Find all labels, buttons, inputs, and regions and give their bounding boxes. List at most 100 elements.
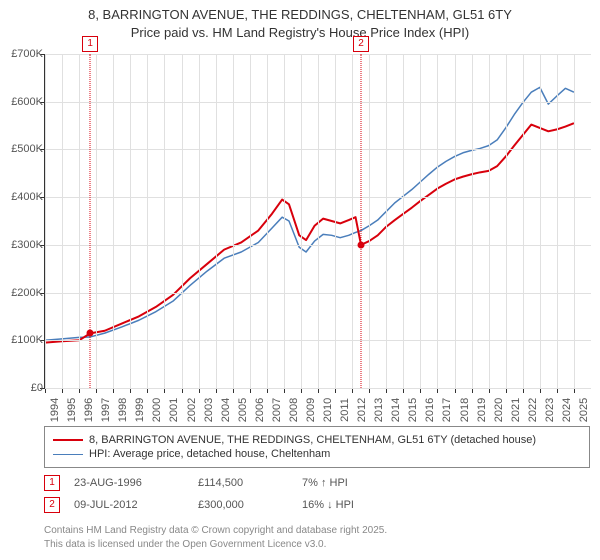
x-axis-label: 2007 <box>271 398 283 422</box>
sale-marker-line <box>360 54 361 388</box>
chart-title: 8, BARRINGTON AVENUE, THE REDDINGS, CHEL… <box>0 0 600 41</box>
sale-dot <box>87 330 94 337</box>
sale-price: £114,500 <box>198 477 288 489</box>
x-axis-label: 2023 <box>544 398 556 422</box>
grid-vertical <box>130 54 131 388</box>
grid-vertical <box>403 54 404 388</box>
grid-vertical <box>437 54 438 388</box>
x-axis-label: 1999 <box>134 398 146 422</box>
x-axis-label: 2008 <box>288 398 300 422</box>
legend-swatch <box>53 439 83 441</box>
grid-vertical <box>147 54 148 388</box>
grid-vertical <box>164 54 165 388</box>
y-axis-label: £700K <box>0 48 43 60</box>
sale-badge: 2 <box>44 497 60 513</box>
grid-horizontal <box>45 102 591 103</box>
legend-label: HPI: Average price, detached house, Chel… <box>89 448 330 460</box>
sale-date: 09-JUL-2012 <box>74 499 184 511</box>
grid-vertical <box>523 54 524 388</box>
sale-marker-line <box>90 54 91 388</box>
grid-vertical <box>386 54 387 388</box>
grid-vertical <box>45 54 46 388</box>
series-price_paid <box>45 123 574 342</box>
grid-vertical <box>420 54 421 388</box>
legend-swatch <box>53 454 83 455</box>
grid-vertical <box>318 54 319 388</box>
legend-label: 8, BARRINGTON AVENUE, THE REDDINGS, CHEL… <box>89 434 536 446</box>
sales-row: 1 23-AUG-1996 £114,500 7% ↑ HPI <box>44 472 590 494</box>
attribution: Contains HM Land Registry data © Crown c… <box>44 524 590 551</box>
grid-vertical <box>352 54 353 388</box>
x-axis-label: 2022 <box>527 398 539 422</box>
x-axis-label: 2010 <box>322 398 334 422</box>
grid-vertical <box>472 54 473 388</box>
y-axis-label: £0 <box>0 382 43 394</box>
x-axis-label: 2009 <box>305 398 317 422</box>
title-line-1: 8, BARRINGTON AVENUE, THE REDDINGS, CHEL… <box>6 6 594 24</box>
x-axis-label: 2025 <box>578 398 590 422</box>
grid-vertical <box>267 54 268 388</box>
y-axis-label: £400K <box>0 191 43 203</box>
x-axis-label: 2024 <box>561 398 573 422</box>
grid-vertical <box>96 54 97 388</box>
sales-table: 1 23-AUG-1996 £114,500 7% ↑ HPI 2 09-JUL-2012… <box>44 472 590 516</box>
grid-vertical <box>540 54 541 388</box>
x-axis-label: 1997 <box>100 398 112 422</box>
sale-date: 23-AUG-1996 <box>74 477 184 489</box>
x-axis-label: 2005 <box>237 398 249 422</box>
x-axis-label: 2012 <box>356 398 368 422</box>
grid-vertical <box>233 54 234 388</box>
grid-vertical <box>557 54 558 388</box>
sale-dot <box>357 241 364 248</box>
sale-delta: 16% ↓ HPI <box>302 499 422 511</box>
y-axis-label: £500K <box>0 143 43 155</box>
x-axis-label: 2002 <box>186 398 198 422</box>
y-axis-label: £100K <box>0 334 43 346</box>
legend-item: HPI: Average price, detached house, Chel… <box>53 447 581 461</box>
x-axis-label: 1994 <box>49 398 61 422</box>
grid-horizontal <box>45 340 591 341</box>
grid-vertical <box>301 54 302 388</box>
sales-row: 2 09-JUL-2012 £300,000 16% ↓ HPI <box>44 494 590 516</box>
grid-vertical <box>574 54 575 388</box>
legend: 8, BARRINGTON AVENUE, THE REDDINGS, CHEL… <box>44 426 590 468</box>
y-axis-label: £200K <box>0 287 43 299</box>
grid-vertical <box>455 54 456 388</box>
grid-horizontal <box>45 54 591 55</box>
grid-horizontal <box>45 293 591 294</box>
sale-price: £300,000 <box>198 499 288 511</box>
x-axis-label: 1996 <box>83 398 95 422</box>
grid-horizontal <box>45 388 591 389</box>
grid-vertical <box>62 54 63 388</box>
x-axis-label: 2013 <box>373 398 385 422</box>
grid-vertical <box>182 54 183 388</box>
x-axis-label: 1995 <box>66 398 78 422</box>
x-axis-label: 2004 <box>220 398 232 422</box>
grid-vertical <box>250 54 251 388</box>
grid-vertical <box>216 54 217 388</box>
x-axis-label: 2017 <box>441 398 453 422</box>
grid-horizontal <box>45 149 591 150</box>
sale-delta: 7% ↑ HPI <box>302 477 422 489</box>
x-axis-label: 2006 <box>254 398 266 422</box>
x-axis-label: 2001 <box>168 398 180 422</box>
grid-horizontal <box>45 197 591 198</box>
x-axis-label: 2014 <box>390 398 402 422</box>
x-axis-label: 2019 <box>476 398 488 422</box>
grid-vertical <box>113 54 114 388</box>
grid-vertical <box>369 54 370 388</box>
y-axis-label: £300K <box>0 239 43 251</box>
x-axis-label: 2011 <box>339 398 351 422</box>
grid-vertical <box>284 54 285 388</box>
grid-vertical <box>489 54 490 388</box>
x-axis-label: 2000 <box>151 398 163 422</box>
x-axis-label: 2020 <box>493 398 505 422</box>
plot-area: 1994199519961997199819992000200120022003… <box>44 54 591 389</box>
chart-container: { "title_line1": "8, BARRINGTON AVENUE, … <box>0 0 600 560</box>
attribution-line-1: Contains HM Land Registry data © Crown c… <box>44 524 590 538</box>
x-axis-label: 2021 <box>510 398 522 422</box>
x-axis-label: 1998 <box>117 398 129 422</box>
x-axis-label: 2018 <box>459 398 471 422</box>
sale-badge: 1 <box>44 475 60 491</box>
x-axis-label: 2015 <box>407 398 419 422</box>
